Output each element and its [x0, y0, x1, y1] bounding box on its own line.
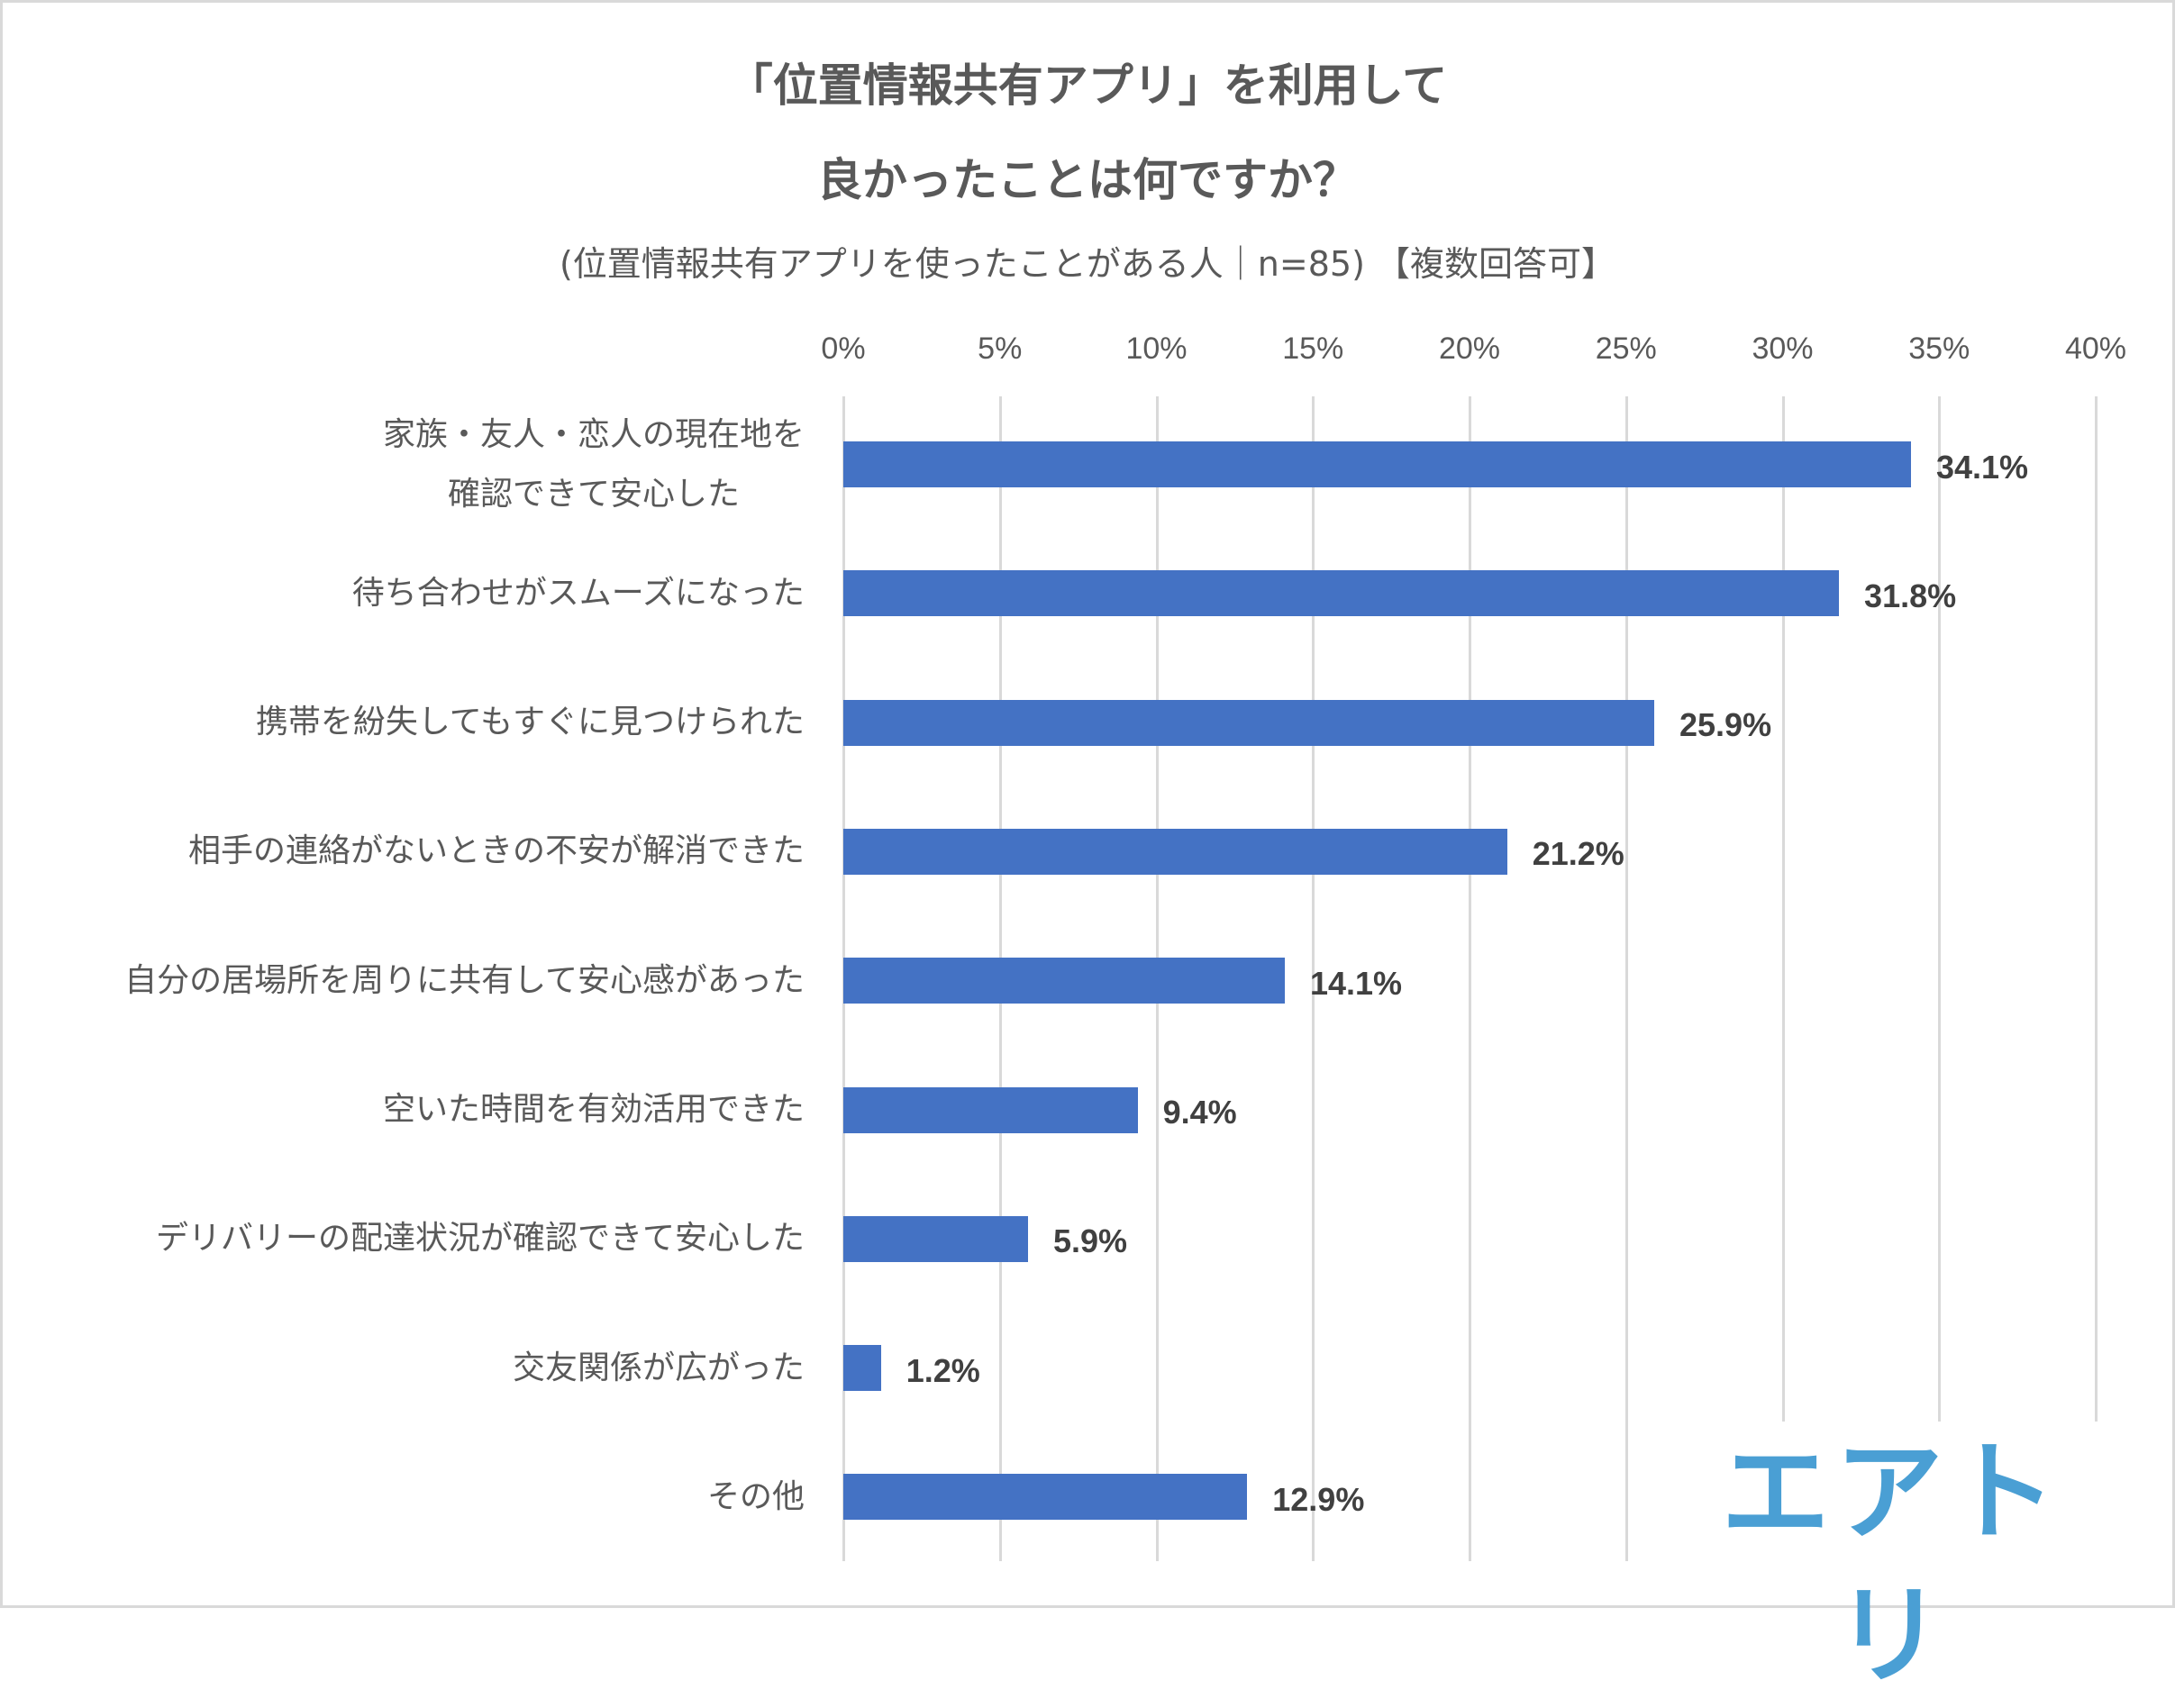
- value-label: 5.9%: [1053, 1222, 1128, 1260]
- category-label: 相手の連絡がないときの不安が解消できた: [188, 822, 805, 881]
- category-label-line: 待ち合わせがスムーズになった: [351, 574, 805, 612]
- category-label: 携帯を紛失してもすぐに見つけられた: [256, 693, 805, 752]
- bar: [843, 570, 1840, 617]
- category-label-line: その他: [706, 1477, 805, 1515]
- category-label: 自分の居場所を周りに共有して安心感があった: [124, 951, 805, 1011]
- category-label-line: 交友関係が広がった: [512, 1349, 805, 1386]
- gridline: [1624, 396, 1628, 1561]
- chart-frame: [0, 0, 2175, 1608]
- bar: [843, 828, 1507, 875]
- x-tick-label: 10%: [1125, 332, 1188, 366]
- category-label: デリバリーの配達状況が確認できて安心した: [156, 1209, 805, 1268]
- logo-text: エアトリ: [1721, 1431, 2062, 1699]
- bar: [843, 1345, 881, 1392]
- category-label: 待ち合わせがスムーズになった: [352, 564, 805, 623]
- category-label-line: 携帯を紛失してもすぐに見つけられた: [255, 704, 805, 741]
- chart-subtitle: (位置情報共有アプリを使ったことがある人｜n=85) 【複数回答可】: [559, 244, 1615, 284]
- bar: [843, 1474, 1248, 1521]
- value-label: 25.9%: [1679, 706, 1772, 744]
- value-label: 12.9%: [1272, 1480, 1365, 1518]
- x-tick-label: 40%: [2064, 332, 2127, 366]
- value-label: 14.1%: [1309, 964, 1403, 1002]
- value-label: 1.2%: [905, 1351, 980, 1389]
- chart-title-line-2: 良かったことは何ですか？: [817, 154, 1358, 206]
- category-label-line: 家族・友人・恋人の現在地を: [382, 415, 805, 453]
- x-tick-label: 35%: [1908, 332, 1970, 366]
- x-tick-label: 30%: [1752, 332, 1814, 366]
- gridline: [1781, 396, 1785, 1561]
- category-label-line: 空いた時間を有効活用できた: [382, 1091, 805, 1128]
- category-label: 空いた時間を有効活用できた: [383, 1080, 805, 1140]
- gridline: [2095, 396, 2098, 1561]
- x-tick-label: 25%: [1595, 332, 1657, 366]
- gridline: [1938, 396, 1942, 1561]
- bar: [843, 958, 1285, 1004]
- bar: [843, 699, 1655, 746]
- x-tick-label: 0%: [821, 332, 866, 366]
- category-label-line: デリバリーの配達状況が確認できて安心した: [155, 1220, 805, 1258]
- category-label-line: 確認できて安心した: [447, 475, 740, 513]
- gridline: [1469, 396, 1471, 1561]
- category-label-line: 自分の居場所を周りに共有して安心感があった: [124, 961, 805, 999]
- x-tick-label: 15%: [1282, 332, 1344, 366]
- airtrip-logo: エアトリ: [1677, 1422, 2107, 1699]
- x-tick-label: 20%: [1438, 332, 1501, 366]
- value-label: 34.1%: [1935, 448, 2029, 486]
- bar: [843, 1215, 1029, 1262]
- value-label: 9.4%: [1162, 1094, 1237, 1131]
- bar: [843, 441, 1911, 487]
- gridline: [1312, 396, 1315, 1561]
- value-label: 31.8%: [1864, 577, 1957, 614]
- category-label: その他: [707, 1467, 805, 1527]
- category-label: 家族・友人・恋人の現在地を 確認できて安心した: [383, 405, 805, 524]
- category-label-line: 相手の連絡がないときの不安が解消できた: [187, 832, 805, 870]
- category-label: 交友関係が広がった: [513, 1339, 805, 1398]
- value-label: 21.2%: [1532, 835, 1624, 873]
- chart-title-line-1: 「位置情報共有アプリ」を利用して: [727, 59, 1448, 112]
- bar: [843, 1086, 1138, 1133]
- x-tick-label: 5%: [978, 332, 1023, 366]
